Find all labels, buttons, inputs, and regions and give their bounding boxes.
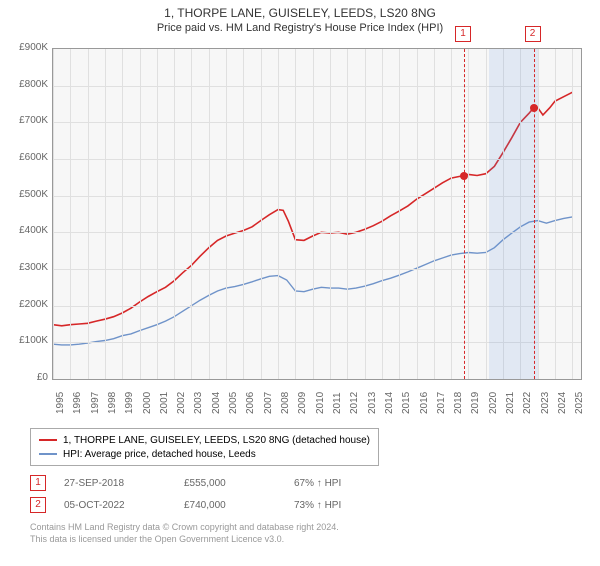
sale-pct: 73% ↑ HPI [294, 500, 404, 511]
x-axis-label: 2010 [315, 392, 326, 414]
chart-container: 1, THORPE LANE, GUISELEY, LEEDS, LS20 8N… [0, 6, 600, 566]
sales-table: 1 27-SEP-2018 £555,000 67% ↑ HPI 2 05-OC… [30, 472, 404, 516]
x-axis-label: 2012 [349, 392, 360, 414]
x-axis-label: 2018 [453, 392, 464, 414]
legend-item: 1, THORPE LANE, GUISELEY, LEEDS, LS20 8N… [39, 433, 370, 447]
y-axis-label: £200K [8, 299, 48, 310]
footer-line: Contains HM Land Registry data © Crown c… [30, 522, 339, 534]
x-axis-label: 2009 [297, 392, 308, 414]
y-axis-label: £0 [8, 372, 48, 383]
y-axis-label: £400K [8, 225, 48, 236]
sale-price: £740,000 [184, 500, 294, 511]
legend-label: HPI: Average price, detached house, Leed… [63, 449, 256, 460]
x-axis-label: 2001 [159, 392, 170, 414]
x-axis-label: 2020 [488, 392, 499, 414]
x-axis-label: 2016 [419, 392, 430, 414]
x-axis-label: 2000 [142, 392, 153, 414]
sale-pct: 67% ↑ HPI [294, 478, 404, 489]
y-axis-label: £600K [8, 152, 48, 163]
x-axis-label: 2022 [522, 392, 533, 414]
x-axis-label: 1998 [107, 392, 118, 414]
x-axis-label: 2017 [436, 392, 447, 414]
y-axis-label: £500K [8, 189, 48, 200]
y-axis-label: £800K [8, 79, 48, 90]
legend-item: HPI: Average price, detached house, Leed… [39, 447, 370, 461]
x-axis-label: 2014 [384, 392, 395, 414]
x-axis-label: 2004 [211, 392, 222, 414]
legend: 1, THORPE LANE, GUISELEY, LEEDS, LS20 8N… [30, 428, 379, 466]
chart-title: 1, THORPE LANE, GUISELEY, LEEDS, LS20 8N… [0, 6, 600, 20]
x-axis-label: 2007 [263, 392, 274, 414]
legend-swatch [39, 453, 57, 455]
x-axis-label: 2005 [228, 392, 239, 414]
sale-date: 27-SEP-2018 [64, 478, 184, 489]
x-axis-label: 1995 [55, 392, 66, 414]
y-axis-label: £900K [8, 42, 48, 53]
legend-swatch [39, 439, 57, 441]
x-axis-label: 2023 [540, 392, 551, 414]
x-axis-label: 2015 [401, 392, 412, 414]
x-axis-label: 2019 [470, 392, 481, 414]
x-axis-label: 2002 [176, 392, 187, 414]
x-axis-label: 1999 [124, 392, 135, 414]
x-axis-label: 2025 [574, 392, 585, 414]
footer-attribution: Contains HM Land Registry data © Crown c… [30, 522, 339, 545]
x-axis-label: 2008 [280, 392, 291, 414]
x-axis-label: 1997 [90, 392, 101, 414]
chart-marker-box: 2 [525, 26, 541, 42]
sale-price: £555,000 [184, 478, 294, 489]
chart-marker-box: 1 [455, 26, 471, 42]
x-axis-label: 2021 [505, 392, 516, 414]
x-axis-label: 2006 [245, 392, 256, 414]
table-row: 2 05-OCT-2022 £740,000 73% ↑ HPI [30, 494, 404, 516]
sale-date: 05-OCT-2022 [64, 500, 184, 511]
x-axis-label: 2013 [367, 392, 378, 414]
table-row: 1 27-SEP-2018 £555,000 67% ↑ HPI [30, 472, 404, 494]
legend-label: 1, THORPE LANE, GUISELEY, LEEDS, LS20 8N… [63, 435, 370, 446]
x-axis-label: 2011 [332, 392, 343, 414]
footer-line: This data is licensed under the Open Gov… [30, 534, 339, 546]
plot-area [52, 48, 582, 380]
x-axis-label: 1996 [72, 392, 83, 414]
x-axis-label: 2003 [193, 392, 204, 414]
y-axis-label: £100K [8, 335, 48, 346]
y-axis-label: £700K [8, 115, 48, 126]
x-axis-label: 2024 [557, 392, 568, 414]
sale-marker-icon: 2 [30, 497, 46, 513]
chart-subtitle: Price paid vs. HM Land Registry's House … [0, 22, 600, 34]
y-axis-label: £300K [8, 262, 48, 273]
sale-marker-icon: 1 [30, 475, 46, 491]
